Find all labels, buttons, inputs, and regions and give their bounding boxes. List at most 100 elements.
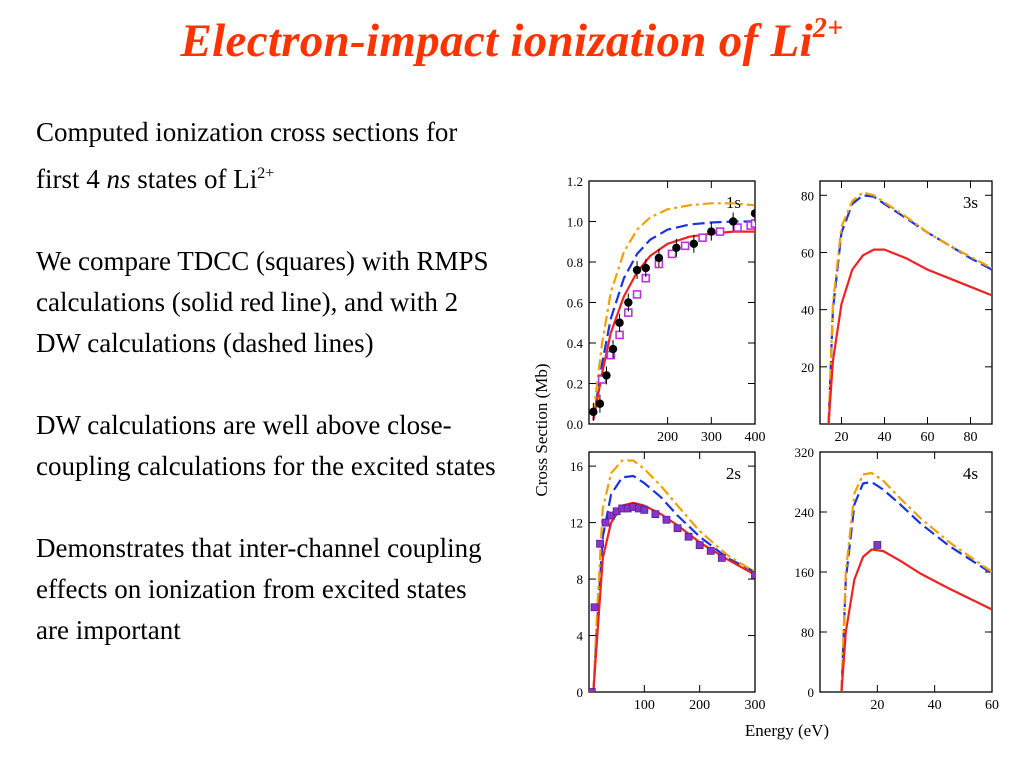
y-tick-label: 0 (577, 685, 584, 700)
panel-plot-area (589, 459, 755, 692)
tdcc-square (607, 511, 616, 520)
tdcc-square (596, 539, 604, 548)
tdcc-square (695, 541, 704, 550)
tdcc-open-square (680, 241, 690, 251)
expt-point (672, 243, 681, 253)
text-column: Computed ionization cross sections for f… (36, 112, 506, 651)
y-tick-label: 320 (795, 445, 815, 460)
paragraph-1: Computed ionization cross sections for f… (36, 117, 458, 194)
panel-4s: 20 40 60 0 80 160 240 320 4s (795, 445, 1000, 713)
x-tick-label: 20 (870, 698, 884, 713)
x-tick-label: 80 (964, 430, 978, 445)
panel-label: 3s (963, 193, 978, 212)
y-tick-label: 80 (801, 188, 814, 203)
x-tick-label: 40 (878, 430, 892, 445)
series-dw2-line (827, 191, 992, 424)
expt-point (641, 263, 650, 273)
y-tick-label: 0.4 (567, 336, 584, 351)
expt-point (689, 239, 699, 248)
series-rmps-line (827, 248, 992, 424)
y-tick-label: 20 (801, 360, 814, 375)
tdcc-square (589, 688, 596, 692)
y-tick-label: 0 (808, 685, 815, 700)
x-tick-label: 200 (689, 698, 710, 713)
tdcc-square (601, 518, 610, 527)
panel-plot-area (589, 202, 755, 421)
tdcc-square (651, 510, 660, 519)
y-tick-label: 16 (570, 459, 584, 474)
expt-point (602, 371, 611, 380)
y-tick-label: 0.2 (567, 377, 583, 392)
y-axis-label: Cross Section (Mb) (532, 363, 551, 496)
x-tick-label: 300 (745, 698, 766, 713)
slide-title: Electron-impact ionization of Li2+ (180, 13, 844, 67)
tdcc-square (590, 603, 599, 612)
panel-label: 4s (963, 464, 978, 483)
series-rmps-line (592, 501, 755, 692)
panel-frame (588, 180, 756, 425)
expt-point (707, 227, 716, 236)
expt-point (608, 344, 618, 354)
series-rmps-line (840, 548, 992, 692)
tdcc-square (662, 515, 671, 524)
tdcc-open-square (750, 219, 755, 228)
series-dw1-line (840, 480, 992, 692)
y-tick-label: 60 (801, 245, 814, 260)
x-tick-label: 40 (928, 698, 942, 713)
expt-point (615, 318, 624, 327)
y-tick-label: 1.0 (567, 215, 583, 230)
series-dw1-line (827, 194, 992, 424)
expt-point (632, 265, 642, 275)
tdcc-square (706, 546, 715, 555)
y-tick-label: 240 (795, 505, 815, 520)
x-tick-label: 60 (985, 698, 999, 713)
tdcc-square (640, 505, 649, 514)
expt-point (654, 253, 664, 263)
x-axis-label: Energy (eV) (745, 721, 829, 740)
panel-3s: 20 40 60 80 20 40 60 80 3s (801, 180, 993, 445)
expt-point (750, 209, 755, 218)
y-tick-label: 80 (801, 625, 814, 640)
series-dw1-line (592, 474, 755, 692)
panel-frame (819, 180, 993, 425)
tdcc-square (684, 532, 693, 541)
y-tick-label: 0.8 (567, 255, 583, 270)
y-tick-label: 1.2 (567, 174, 583, 189)
expt-point (728, 217, 738, 226)
series-dw2-line (592, 202, 755, 415)
tdcc-open-square (667, 249, 677, 259)
y-tick-label: 8 (577, 572, 584, 587)
x-tick-label: 20 (835, 430, 849, 445)
series-dw1-line (592, 220, 755, 421)
x-tick-label: 300 (701, 430, 722, 445)
panel-frame (588, 451, 756, 693)
panel-plot-area (827, 191, 992, 424)
y-tick-label: 4 (577, 629, 584, 644)
y-tick-label: 0.0 (567, 417, 583, 432)
y-tick-label: 12 (570, 516, 583, 531)
y-tick-label: 40 (801, 303, 814, 318)
y-tick-label: 160 (795, 565, 815, 580)
y-tick-label: 0.6 (567, 296, 584, 311)
panel-label: 2s (726, 464, 741, 483)
series-dw2-line (840, 471, 992, 692)
paragraph-3: DW calculations are well above close-cou… (36, 410, 496, 481)
expt-point (589, 407, 598, 417)
tdcc-open-square (615, 330, 624, 340)
tdcc-open-square (733, 223, 742, 232)
tdcc-open-square (632, 290, 642, 299)
x-tick-label: 200 (657, 430, 678, 445)
paragraph-4: Demonstrates that inter-channel coupling… (36, 533, 482, 645)
x-tick-label: 400 (745, 430, 766, 445)
tdcc-square (751, 570, 755, 579)
expt-point (595, 399, 605, 408)
tdcc-square (673, 524, 682, 533)
x-tick-label: 60 (921, 430, 935, 445)
x-tick-label: 100 (634, 698, 655, 713)
panel-plot-area (840, 471, 992, 692)
tdcc-open-square (698, 233, 707, 242)
tdcc-square (717, 553, 726, 562)
panel-2s: 100 200 300 0 4 8 12 16 2s (570, 451, 766, 713)
